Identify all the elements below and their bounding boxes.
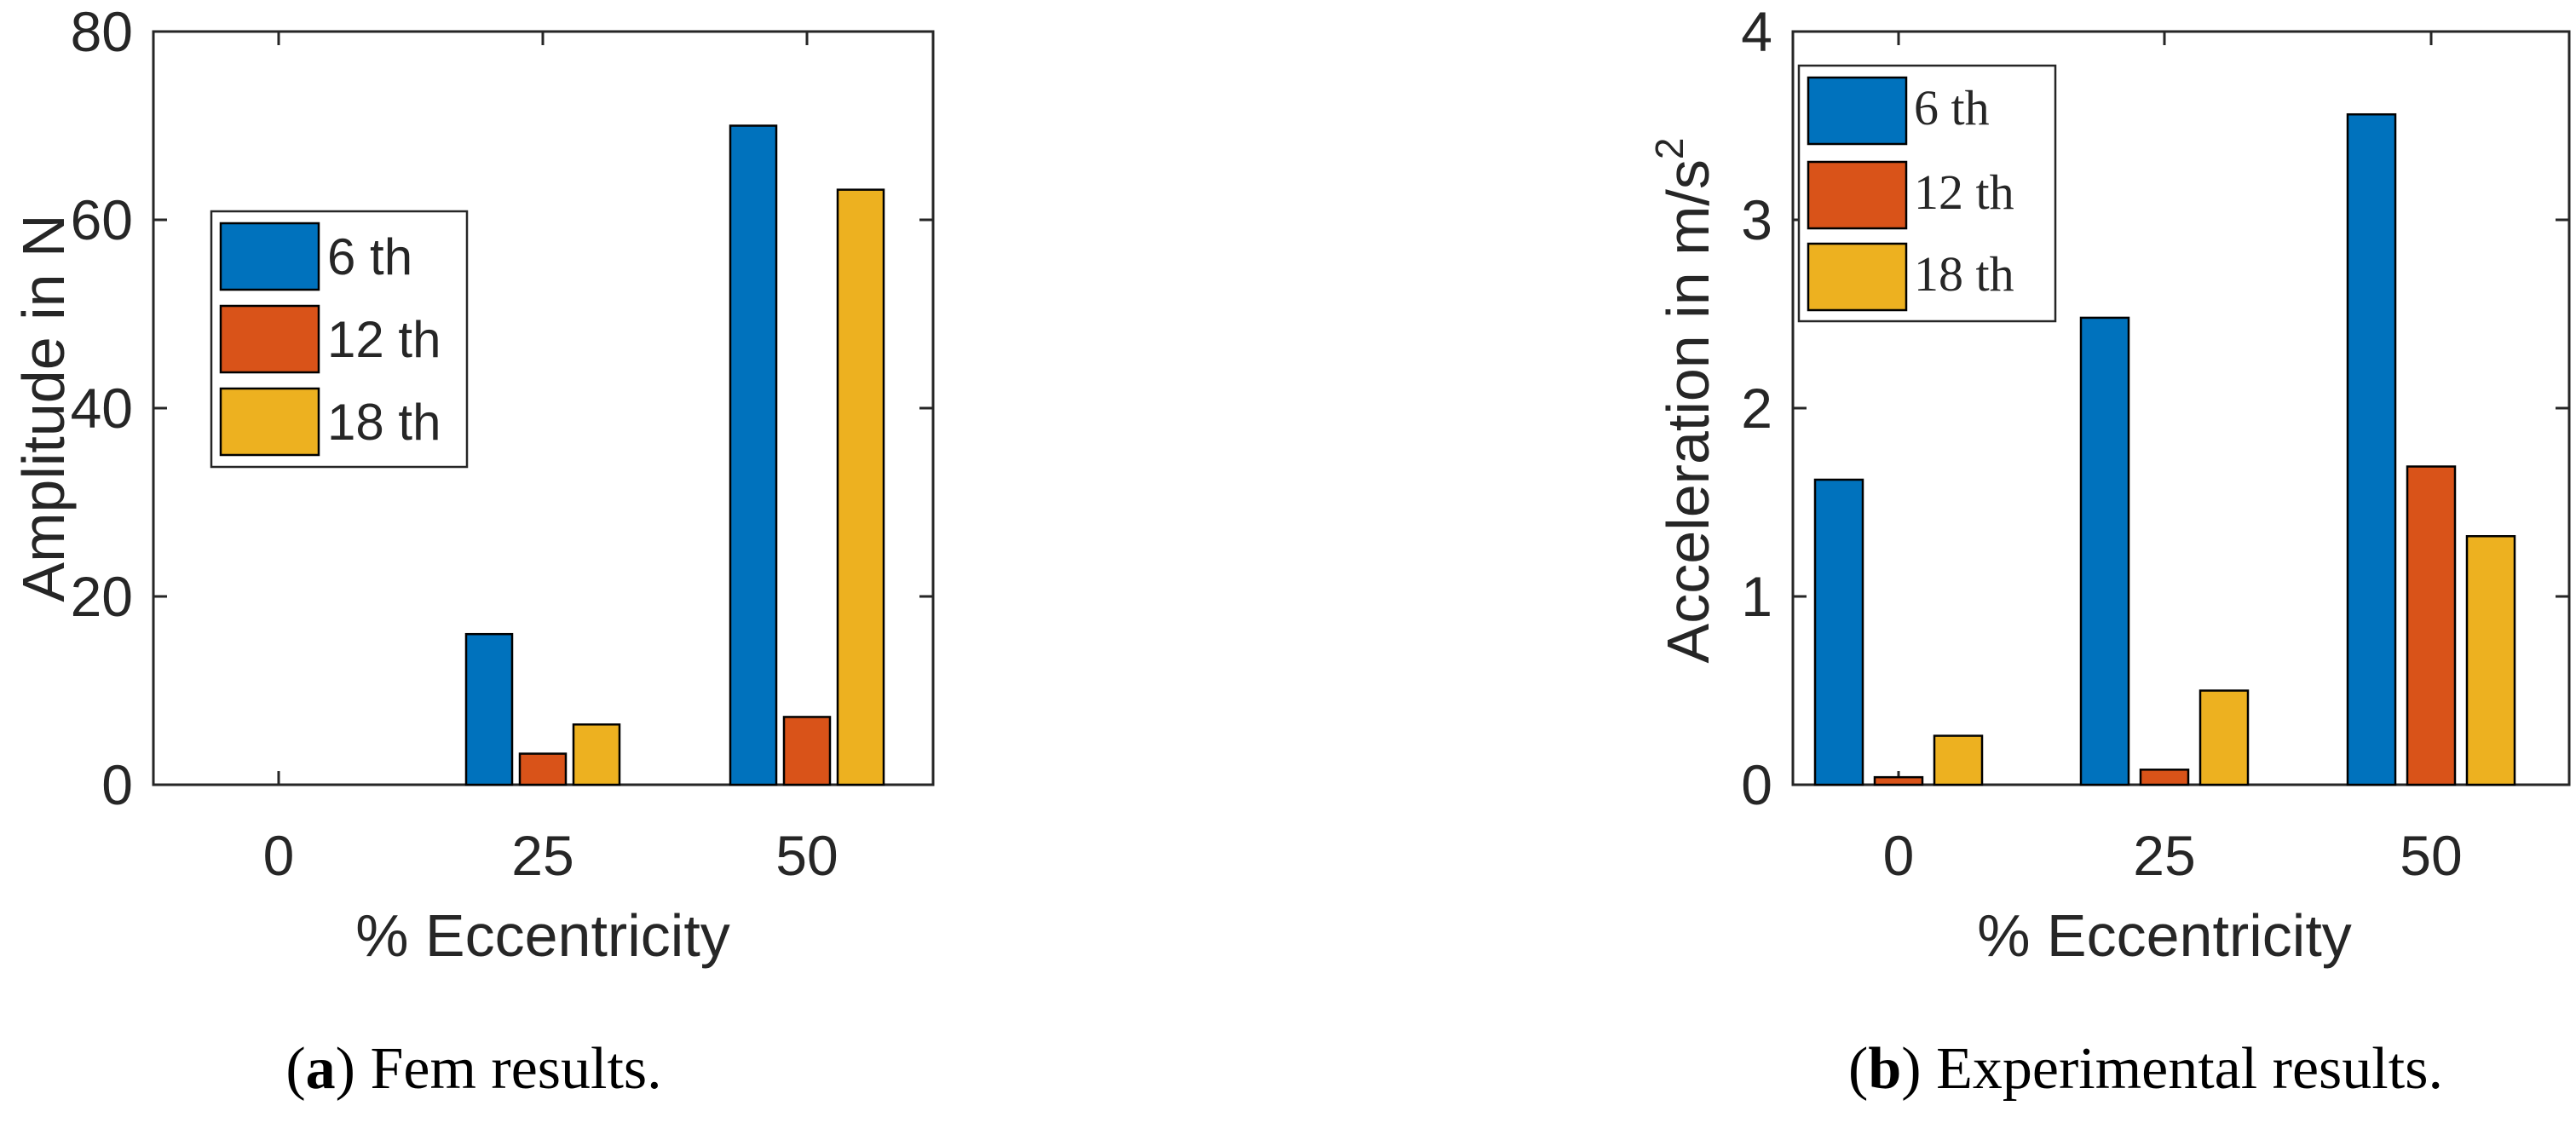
bar-a-12th-25	[518, 752, 568, 786]
legend-label-a-6th: 6 th	[327, 228, 412, 285]
bar-b-18th-50	[2465, 535, 2516, 786]
bar-a-18th-50	[836, 188, 885, 786]
y-tick-label-a-4: 80	[71, 0, 133, 63]
y-tick-label-b-3: 3	[1741, 188, 1772, 251]
caption-b-open: (	[1848, 1036, 1868, 1102]
y-tick-label-a-3: 60	[71, 188, 133, 251]
y-tick-label-b-4: 4	[1741, 0, 1772, 63]
legend-label-a-12th: 12 th	[327, 311, 441, 368]
bar-b-6th-25	[2079, 316, 2130, 786]
bar-a-12th-50	[782, 716, 832, 786]
x-tick-labels-b: 0 25 50	[1883, 824, 2463, 887]
bar-b-6th-0	[1813, 478, 1864, 786]
x-axis-label-b: % Eccentricity	[1977, 902, 2352, 969]
bar-b-12th-50	[2406, 465, 2457, 786]
y-tick-label-a-0: 0	[101, 753, 133, 816]
bars-a	[464, 124, 885, 786]
y-ticks-b	[1793, 30, 2569, 786]
x-tick-label-a-0: 0	[263, 824, 295, 887]
y-axis-label-b-main: Acceleration in m/s	[1655, 159, 1721, 663]
caption-b-text: Experimental results.	[1922, 1036, 2443, 1102]
bar-b-12th-25	[2139, 769, 2190, 786]
bar-b-6th-50	[2346, 112, 2397, 786]
legend-swatch-a-6th	[219, 222, 320, 291]
bar-a-6th-50	[729, 124, 778, 786]
caption-a-letter: a	[306, 1036, 336, 1102]
legend-label-b-6th: 6 th	[1914, 80, 1990, 135]
chart-panel-a: 0 20 40 60 80 0 25 50 Amplitude in N % Eccentr…	[10, 0, 935, 1102]
legend-b: 6 th 12 th 18 th	[1797, 64, 2057, 323]
legend-label-a-18th: 18 th	[327, 394, 441, 451]
bar-a-6th-25	[464, 632, 514, 786]
bars-b	[1813, 112, 2516, 786]
caption-a-open: (	[285, 1036, 305, 1102]
y-tick-labels-a: 0 20 40 60 80	[71, 0, 133, 816]
x-axis-label-a: % Eccentricity	[355, 902, 730, 969]
x-tick-label-a-2: 50	[775, 824, 838, 887]
legend-label-b-12th: 12 th	[1914, 164, 2014, 220]
legend-swatch-a-12th	[219, 304, 320, 374]
caption-b-letter: b	[1868, 1036, 1901, 1102]
caption-b: (b) Experimental results.	[1848, 1036, 2443, 1102]
legend-swatch-a-18th	[219, 387, 320, 457]
x-tick-labels-a: 0 25 50	[263, 824, 838, 887]
caption-a-text: Fem results.	[355, 1036, 662, 1102]
legend-swatch-b-6th	[1807, 76, 1908, 146]
legend-label-b-18th: 18 th	[1914, 246, 2014, 302]
y-tick-label-b-2: 2	[1741, 377, 1772, 440]
bar-b-12th-0	[1873, 775, 1924, 786]
legend-a: 6 th 12 th 18 th	[210, 210, 469, 469]
legend-swatch-b-12th	[1807, 160, 1908, 230]
y-tick-labels-b: 0 1 2 3 4	[1741, 0, 1772, 816]
x-tick-label-b-1: 25	[2133, 824, 2195, 887]
x-tick-label-b-0: 0	[1883, 824, 1915, 887]
y-axis-label-b: Acceleration in m/s2	[1647, 138, 1721, 664]
x-tick-label-a-1: 25	[511, 824, 573, 887]
bar-a-18th-25	[572, 723, 621, 786]
legend-swatch-b-18th	[1807, 242, 1908, 312]
bar-b-18th-25	[2199, 689, 2250, 786]
y-tick-label-a-2: 40	[71, 377, 133, 440]
x-tick-label-b-2: 50	[2400, 824, 2462, 887]
caption-b-close: )	[1901, 1036, 1921, 1102]
caption-a-close: )	[336, 1036, 355, 1102]
y-tick-label-a-1: 20	[71, 565, 133, 628]
caption-a: (a) Fem results.	[285, 1036, 661, 1102]
y-tick-label-b-1: 1	[1741, 565, 1772, 628]
y-axis-label-a: Amplitude in N	[10, 214, 77, 602]
y-axis-label-b-sup: 2	[1647, 138, 1691, 160]
bar-b-18th-0	[1933, 734, 1984, 786]
y-tick-label-b-0: 0	[1741, 753, 1772, 816]
